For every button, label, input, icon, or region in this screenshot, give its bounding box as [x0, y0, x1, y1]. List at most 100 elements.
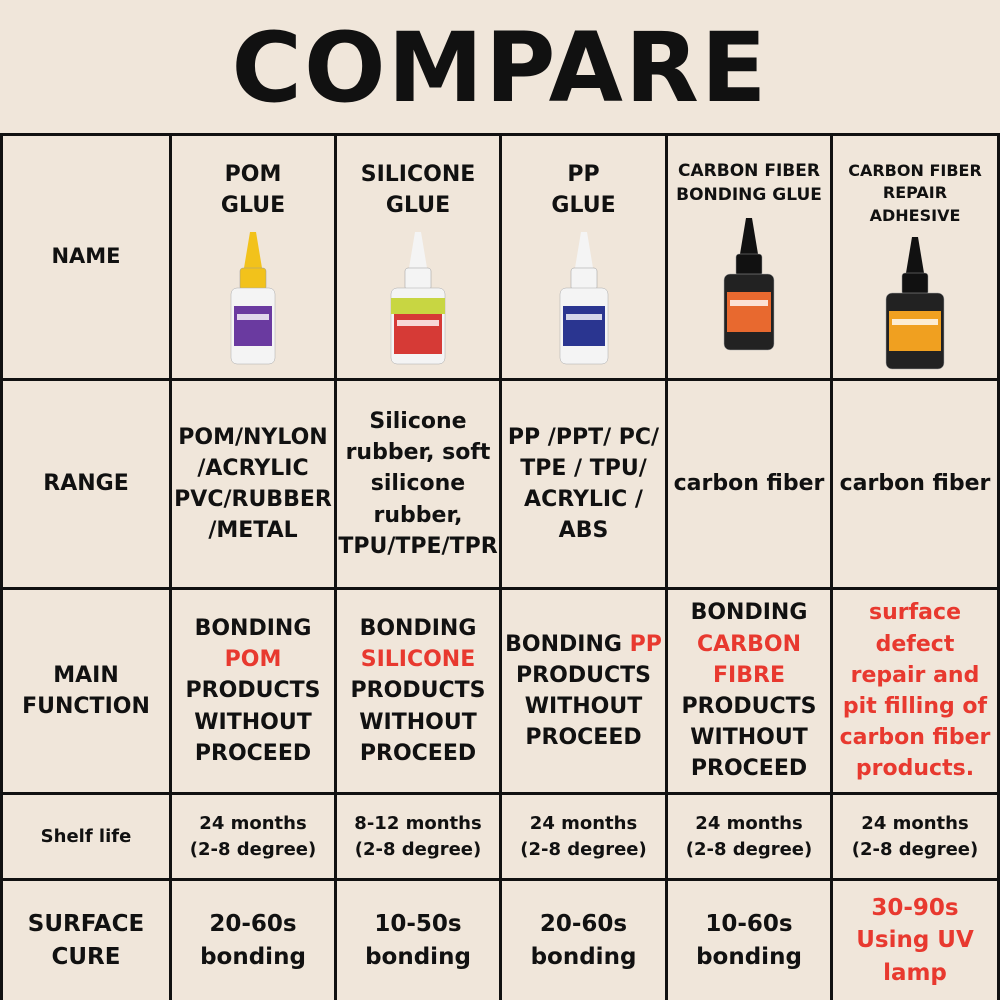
cell-text: 30-90s Using UV lamp	[856, 892, 974, 990]
table-cell: 8-12 months (2-8 degree)	[337, 795, 502, 881]
text-part: CARBON FIBER REPAIR ADHESIVE	[848, 161, 982, 225]
text-part: BONDING	[359, 615, 477, 641]
product-cell: POM GLUE	[172, 136, 337, 381]
table-cell: BONDING CARBON FIBRE PRODUCTS WITHOUT PR…	[668, 590, 833, 795]
bottle-cap	[570, 267, 597, 290]
cell-text: 10-50s bonding	[365, 908, 471, 973]
bottle-band	[391, 297, 445, 314]
text-part: POM/NYLON /ACRYLIC PVC/RUBBER /METAL	[174, 424, 332, 544]
cell-text: 24 months (2-8 degree)	[686, 811, 813, 862]
bottle-cap	[901, 272, 929, 296]
table-cell: 24 months (2-8 degree)	[172, 795, 337, 881]
text-part: 10-60s bonding	[696, 910, 802, 970]
table-cell: POM/NYLON /ACRYLIC PVC/RUBBER /METAL	[172, 381, 337, 590]
cell-text: 20-60s bonding	[200, 908, 306, 973]
text-part: 30-90s Using UV lamp	[856, 894, 974, 986]
cell-text: 8-12 months (2-8 degree)	[354, 811, 481, 862]
product-image	[559, 231, 608, 364]
text-part: 20-60s bonding	[530, 910, 637, 970]
bottle-nozzle	[740, 217, 758, 254]
cell-text: carbon fiber	[674, 468, 825, 499]
table-cell: 24 months (2-8 degree)	[833, 795, 1000, 881]
comparison-table: NAME POM GLUE SILICONE GLUE PP GLUE CARBON F…	[0, 133, 1000, 1000]
text-part: POM GLUE	[220, 162, 286, 218]
product-cell: CARBON FIBER REPAIR ADHESIVE	[833, 136, 1000, 381]
bottle-label-strip	[397, 319, 439, 326]
bottle-label-strip	[237, 313, 269, 320]
text-part: 20-60s bonding	[200, 910, 306, 970]
row-label: Shelf life	[0, 795, 172, 881]
row-label: NAME	[0, 136, 172, 381]
bottle-cap	[404, 267, 432, 290]
product-cell: SILICONE GLUE	[337, 136, 502, 381]
text-part: 24 months (2-8 degree)	[685, 812, 813, 860]
table-cell: 20-60s bonding	[172, 881, 337, 1000]
text-part: carbon fiber	[673, 471, 825, 497]
cell-text: 10-60s bonding	[696, 908, 802, 973]
table-cell: surface defect repair and pit filling of…	[833, 590, 1000, 795]
row-label: SURFACE CURE	[0, 881, 172, 1000]
cell-text: POM/NYLON /ACRYLIC PVC/RUBBER /METAL	[174, 422, 332, 547]
table-cell: 24 months (2-8 degree)	[502, 795, 668, 881]
table-cell: carbon fiber	[833, 381, 1000, 590]
text-part: BONDING	[690, 600, 808, 626]
text-part: BONDING	[194, 615, 312, 641]
text-part: 24 months (2-8 degree)	[851, 812, 979, 860]
cell-text: BONDING PP PRODUCTS WITHOUT PROCEED	[505, 629, 662, 754]
cell-text: SILICONE GLUE	[361, 160, 476, 222]
text-part: PRODUCTS WITHOUT PROCEED	[350, 678, 486, 766]
cell-text: carbon fiber	[840, 468, 991, 499]
text-part: carbon fiber	[839, 471, 991, 497]
bottle-cap	[735, 253, 763, 276]
bottle-label	[727, 291, 771, 332]
cell-text: Silicone rubber, soft silicone rubber, T…	[338, 406, 497, 562]
text-part: 10-50s bonding	[365, 910, 471, 970]
bottle-label	[234, 305, 272, 346]
bottle-nozzle	[906, 237, 924, 274]
bottle-nozzle	[244, 231, 262, 268]
bottle-label	[562, 305, 605, 346]
bottle-label-strip	[892, 319, 938, 326]
table-cell: Silicone rubber, soft silicone rubber, T…	[337, 381, 502, 590]
cell-text: BONDING POM PRODUCTS WITHOUT PROCEED	[186, 613, 321, 769]
text-part: CARBON FIBER BONDING GLUE	[676, 161, 822, 205]
cell-text: surface defect repair and pit filling of…	[840, 597, 991, 784]
cell-text: 24 months (2-8 degree)	[852, 811, 979, 862]
table-cell: carbon fiber	[668, 381, 833, 590]
row-label: MAIN FUNCTION	[0, 590, 172, 795]
table-cell: BONDING SILICONE PRODUCTS WITHOUT PROCEE…	[337, 590, 502, 795]
cell-text: 20-60s bonding	[531, 908, 637, 973]
text-part: PRODUCTS WITHOUT PROCEED	[185, 678, 321, 766]
table-cell: 24 months (2-8 degree)	[668, 795, 833, 881]
table-cell: PP /PPT/ PC/ TPE / TPU/ ACRYLIC / ABS	[502, 381, 668, 590]
text-part: PP /PPT/ PC/ TPE / TPU/ ACRYLIC / ABS	[507, 424, 660, 544]
product-image	[390, 231, 446, 364]
product-image	[885, 237, 945, 370]
text-part: PRODUCTS WITHOUT PROCEED	[681, 694, 817, 782]
cell-text: CARBON FIBER REPAIR ADHESIVE	[848, 160, 982, 227]
cell-text: 24 months (2-8 degree)	[190, 811, 317, 862]
table-cell: BONDING PP PRODUCTS WITHOUT PROCEED	[502, 590, 668, 795]
text-part: 24 months (2-8 degree)	[520, 812, 647, 860]
cell-text: POM GLUE	[221, 160, 285, 222]
row-label: RANGE	[0, 381, 172, 590]
bottle-label	[889, 311, 941, 352]
product-image	[230, 231, 276, 364]
text-part: PP	[629, 631, 662, 657]
text-part: CARBON FIBRE	[696, 631, 801, 688]
cell-text: PP /PPT/ PC/ TPE / TPU/ ACRYLIC / ABS	[508, 422, 659, 547]
text-part: PRODUCTS WITHOUT PROCEED	[516, 662, 651, 751]
cell-text: BONDING SILICONE PRODUCTS WITHOUT PROCEE…	[351, 613, 486, 769]
text-part: SILICONE GLUE	[360, 162, 476, 218]
table-cell: 10-60s bonding	[668, 881, 833, 1000]
bottle-label-strip	[565, 313, 602, 320]
text-part: surface defect repair and pit filling of…	[839, 600, 991, 782]
page-title: COMPARE	[231, 11, 769, 124]
cell-text: PP GLUE	[551, 160, 615, 222]
table-cell: BONDING POM PRODUCTS WITHOUT PROCEED	[172, 590, 337, 795]
text-part: 24 months (2-8 degree)	[189, 812, 317, 860]
product-cell: PP GLUE	[502, 136, 668, 381]
text-part: PP GLUE	[551, 162, 616, 218]
text-part: BONDING	[505, 631, 630, 657]
